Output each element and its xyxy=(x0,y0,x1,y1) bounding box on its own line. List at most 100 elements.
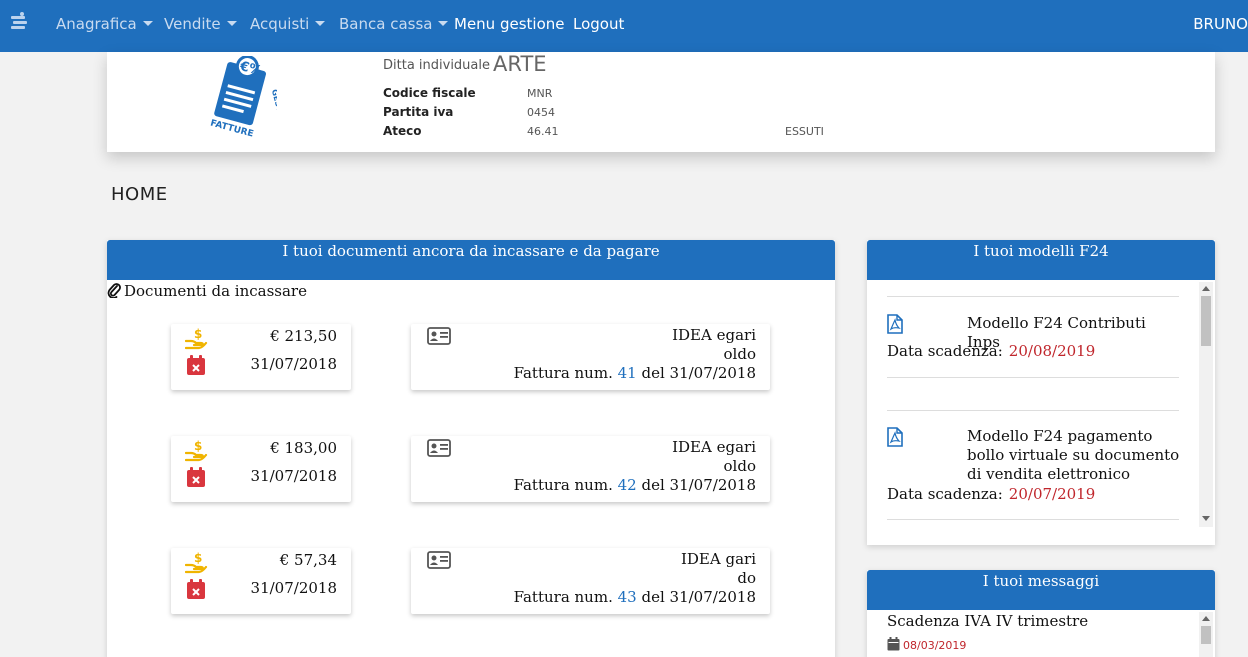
nav-vendite[interactable]: Vendite xyxy=(164,15,237,33)
due-date: 31/07/2018 xyxy=(250,579,337,597)
invoice-info: Fattura num. 43 del 31/07/2018 xyxy=(514,588,756,606)
partita-iva-value: 0454 xyxy=(527,106,555,119)
document-card[interactable]: IDEA gari do Fattura num. 43 del 31/07/2… xyxy=(411,548,770,614)
client-name-line2: do xyxy=(737,569,756,587)
invoice-date: del 31/07/2018 xyxy=(641,364,757,382)
money-hand-icon: $ xyxy=(184,326,209,354)
id-card-icon xyxy=(427,327,451,349)
invoice-info: Fattura num. 42 del 31/07/2018 xyxy=(514,476,756,494)
deadline-label: Data scadenza: xyxy=(887,342,1003,360)
nav-menu-gestione[interactable]: Menu gestione xyxy=(454,15,565,33)
scroll-up-icon[interactable] xyxy=(1202,616,1210,621)
client-name: IDEA egari xyxy=(672,438,756,456)
divider xyxy=(887,377,1179,378)
id-card-icon xyxy=(427,439,451,461)
documents-panel-title: I tuoi documenti ancora da incassare e d… xyxy=(107,240,835,280)
nav-banca-cassa[interactable]: Banca cassa xyxy=(339,15,449,33)
brand-logo-icon[interactable] xyxy=(8,10,30,34)
divider xyxy=(887,519,1179,520)
svg-text:$: $ xyxy=(194,327,202,341)
f24-scrollbar[interactable] xyxy=(1199,282,1213,527)
section-title: Documenti da incassare xyxy=(107,282,307,302)
pdf-file-icon[interactable] xyxy=(887,314,903,338)
id-card-icon xyxy=(427,551,451,573)
nav-logout[interactable]: Logout xyxy=(573,15,625,33)
message-title[interactable]: Scadenza IVA IV trimestre xyxy=(887,612,1089,630)
invoice-date: del 31/07/2018 xyxy=(641,476,757,494)
scroll-up-icon[interactable] xyxy=(1202,286,1210,291)
f24-panel-title: I tuoi modelli F24 xyxy=(867,240,1215,280)
user-name[interactable]: BRUNO xyxy=(1193,15,1248,33)
chevron-down-icon xyxy=(142,21,153,26)
company-name: ARTE xyxy=(493,52,547,76)
nav-anagrafica-label: Anagrafica xyxy=(56,15,137,33)
invoice-date: del 31/07/2018 xyxy=(641,588,757,606)
calendar-x-icon xyxy=(186,578,206,604)
messages-scrollbar[interactable] xyxy=(1199,612,1213,657)
chevron-down-icon xyxy=(438,21,449,26)
message-date: 08/03/2019 xyxy=(887,637,966,654)
invoice-prefix: Fattura num. xyxy=(513,588,613,606)
invoice-prefix: Fattura num. xyxy=(513,476,613,494)
documents-panel: I tuoi documenti ancora da incassare e d… xyxy=(107,240,835,657)
amount-value: € 57,34 xyxy=(279,551,337,569)
f24-item[interactable]: Modello F24 Contributi Inps Data scadenz… xyxy=(887,314,1179,374)
chevron-down-icon xyxy=(226,21,237,26)
deadline: Data scadenza: 20/08/2019 xyxy=(887,342,1095,360)
due-date: 31/07/2018 xyxy=(250,355,337,373)
nav-vendite-label: Vendite xyxy=(164,15,221,33)
invoice-number[interactable]: 42 xyxy=(617,476,637,494)
company-header: €% FATTURE GESTITE Ditta individuale ARTE… xyxy=(107,52,1215,152)
amount-value: € 183,00 xyxy=(270,439,337,457)
pdf-file-icon[interactable] xyxy=(887,427,903,451)
ateco-label: Ateco xyxy=(383,124,422,138)
svg-text:$: $ xyxy=(194,439,202,453)
document-card[interactable]: IDEA egari oldo Fattura num. 41 del 31/0… xyxy=(411,324,770,390)
client-name: IDEA egari xyxy=(672,326,756,344)
scroll-thumb[interactable] xyxy=(1201,296,1211,346)
nav-acquisti-label: Acquisti xyxy=(250,15,310,33)
deadline-date: 20/07/2019 xyxy=(1008,485,1096,503)
invoice-number[interactable]: 41 xyxy=(617,364,637,382)
client-name-line2: oldo xyxy=(723,345,756,363)
amount-card[interactable]: $ € 57,34 31/07/2018 xyxy=(171,548,351,614)
company-type-label: Ditta individuale xyxy=(383,58,491,73)
f24-title: Modello F24 pagamento bollo virtuale su … xyxy=(967,427,1180,483)
codice-fiscale-value: MNR xyxy=(527,87,553,100)
f24-title: Modello F24 Contributi Inps xyxy=(967,314,1146,351)
deadline-label: Data scadenza: xyxy=(887,485,1003,503)
svg-text:GESTITE: GESTITE xyxy=(270,88,277,126)
invoice-number[interactable]: 43 xyxy=(617,588,637,606)
section-title-label: Documenti da incassare xyxy=(124,282,307,300)
calendar-icon xyxy=(887,637,900,654)
document-card[interactable]: IDEA egari oldo Fattura num. 42 del 31/0… xyxy=(411,436,770,502)
nav-anagrafica[interactable]: Anagrafica xyxy=(56,15,153,33)
messages-panel-title: I tuoi messaggi xyxy=(867,570,1215,610)
amount-value: € 213,50 xyxy=(270,327,337,345)
due-date: 31/07/2018 xyxy=(250,467,337,485)
f24-panel: I tuoi modelli F24 Modello F24 Contribut… xyxy=(867,240,1215,545)
svg-text:€%: €% xyxy=(237,59,263,79)
codice-fiscale-label: Codice fiscale xyxy=(383,86,476,100)
calendar-x-icon xyxy=(186,466,206,492)
divider xyxy=(887,410,1179,411)
page-title: HOME xyxy=(111,184,168,205)
nav-acquisti[interactable]: Acquisti xyxy=(250,15,326,33)
scroll-thumb[interactable] xyxy=(1201,626,1211,644)
svg-text:$: $ xyxy=(194,551,202,565)
f24-item[interactable]: Modello F24 pagamento bollo virtuale su … xyxy=(887,427,1179,507)
top-navbar: Anagrafica Vendite Acquisti Banca cassa … xyxy=(0,0,1248,52)
amount-card[interactable]: $ € 213,50 31/07/2018 xyxy=(171,324,351,390)
paperclip-icon xyxy=(107,282,121,302)
f24-list: Modello F24 Contributi Inps Data scadenz… xyxy=(867,280,1215,525)
money-hand-icon: $ xyxy=(184,550,209,578)
amount-card[interactable]: $ € 183,00 31/07/2018 xyxy=(171,436,351,502)
messages-panel: I tuoi messaggi Scadenza IVA IV trimestr… xyxy=(867,570,1215,657)
fatture-gestite-logo-icon: €% FATTURE GESTITE xyxy=(205,55,288,140)
partita-iva-label: Partita iva xyxy=(383,105,454,119)
ateco-description: ESSUTI xyxy=(785,125,824,138)
invoice-prefix: Fattura num. xyxy=(513,364,613,382)
scroll-down-icon[interactable] xyxy=(1202,516,1210,521)
ateco-value: 46.41 xyxy=(527,125,559,138)
nav-banca-cassa-label: Banca cassa xyxy=(339,15,433,33)
